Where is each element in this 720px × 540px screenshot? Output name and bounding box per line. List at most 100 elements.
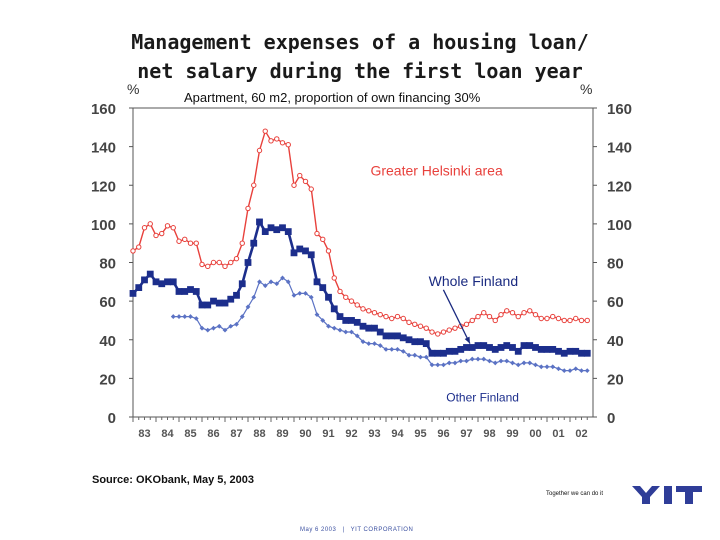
data-point-greater-helsinki-area: [377, 311, 383, 318]
data-point-greater-helsinki-area: [509, 310, 516, 316]
data-point-greater-helsinki-area: [463, 321, 470, 327]
data-point-greater-helsinki-area: [153, 232, 159, 239]
data-point-other-finland: [251, 294, 257, 300]
data-point-whole-finland: [210, 297, 217, 305]
data-point-whole-finland: [572, 347, 580, 355]
data-point-greater-helsinki-area: [297, 172, 303, 179]
chart-subtitle: Apartment, 60 m2, proportion of own fina…: [184, 90, 481, 105]
data-point-greater-helsinki-area: [486, 313, 493, 320]
data-point-greater-helsinki-area: [337, 288, 343, 295]
data-point-other-finland: [584, 368, 590, 374]
data-point-whole-finland: [146, 270, 154, 278]
data-point-greater-helsinki-area: [544, 315, 550, 322]
data-point-greater-helsinki-area: [406, 319, 412, 326]
data-point-other-finland: [228, 323, 234, 329]
data-point-other-finland: [303, 291, 308, 296]
data-point-whole-finland: [365, 324, 373, 332]
left-unit-label: %: [127, 81, 140, 97]
data-point-whole-finland: [566, 347, 574, 355]
data-point-greater-helsinki-area: [469, 317, 475, 324]
y-tick-label-right: 80: [607, 256, 624, 273]
annotation-box-greater-helsinki-area: [350, 158, 523, 181]
data-point-whole-finland: [382, 332, 390, 340]
data-point-whole-finland: [514, 347, 522, 355]
data-point-greater-helsinki-area: [423, 325, 429, 331]
data-point-other-finland: [498, 358, 504, 364]
annotation-arrowhead: [464, 336, 470, 344]
data-point-greater-helsinki-area: [394, 313, 401, 320]
data-point-other-finland: [429, 362, 435, 368]
data-point-whole-finland: [560, 349, 568, 357]
data-point-greater-helsinki-area: [314, 230, 320, 237]
data-point-whole-finland: [175, 288, 183, 295]
data-point-whole-finland: [342, 317, 350, 324]
data-point-greater-helsinki-area: [550, 313, 556, 320]
data-point-whole-finland: [376, 328, 384, 336]
y-tick-label-left: 120: [91, 178, 116, 195]
data-point-other-finland: [349, 329, 354, 335]
data-point-greater-helsinki-area: [446, 327, 452, 333]
data-point-whole-finland: [192, 288, 200, 295]
data-point-other-finland: [487, 358, 492, 364]
footer: May 6 2003 | YIT CORPORATION: [300, 527, 417, 533]
data-point-greater-helsinki-area: [176, 238, 182, 244]
x-tick-label: 90: [299, 428, 311, 440]
data-point-whole-finland: [555, 347, 562, 355]
data-point-other-finland: [510, 360, 515, 366]
data-point-whole-finland: [336, 313, 344, 320]
data-point-greater-helsinki-area: [527, 308, 533, 314]
data-point-greater-helsinki-area: [366, 308, 372, 314]
data-point-greater-helsinki-area: [291, 182, 297, 188]
data-point-whole-finland: [422, 340, 430, 348]
data-point-other-finland: [556, 366, 561, 372]
annotation-box-whole-finland: [418, 268, 529, 291]
data-point-other-finland: [492, 360, 498, 366]
data-point-greater-helsinki-area: [538, 315, 544, 322]
data-point-whole-finland: [181, 288, 189, 295]
data-point-other-finland: [280, 275, 285, 281]
data-point-greater-helsinki-area: [302, 178, 309, 185]
data-point-whole-finland: [445, 347, 453, 355]
data-point-greater-helsinki-area: [233, 255, 240, 262]
data-point-greater-helsinki-area: [532, 311, 539, 318]
data-point-greater-helsinki-area: [481, 310, 487, 316]
y-tick-label-right: 100: [607, 217, 632, 234]
data-point-other-finland: [205, 327, 211, 333]
data-point-other-finland: [326, 323, 331, 329]
data-point-other-finland: [521, 360, 527, 366]
annotation-whole-finland: Whole Finland: [429, 273, 519, 289]
data-point-other-finland: [331, 325, 337, 331]
data-point-other-finland: [475, 356, 481, 362]
data-point-whole-finland: [198, 301, 206, 309]
y-tick-label-left: 40: [99, 333, 116, 350]
x-tick-label: 86: [207, 428, 219, 440]
data-point-whole-finland: [417, 338, 424, 346]
tagline: Together we can do it: [546, 491, 604, 497]
data-point-greater-helsinki-area: [245, 205, 251, 212]
data-point-whole-finland: [578, 349, 585, 357]
data-point-whole-finland: [394, 332, 401, 340]
data-point-whole-finland: [313, 278, 321, 286]
data-point-greater-helsinki-area: [164, 223, 171, 229]
data-point-whole-finland: [261, 228, 269, 235]
data-point-greater-helsinki-area: [199, 261, 205, 268]
data-point-whole-finland: [227, 295, 235, 303]
title-line-2: net salary during the first loan year: [137, 59, 583, 83]
data-point-greater-helsinki-area: [268, 138, 274, 144]
data-point-greater-helsinki-area: [383, 313, 389, 320]
x-tick-label: 97: [460, 428, 472, 440]
data-point-whole-finland: [451, 347, 459, 355]
data-point-whole-finland: [135, 284, 143, 292]
data-point-greater-helsinki-area: [193, 240, 199, 246]
y-tick-label-right: 0: [607, 410, 615, 427]
data-point-whole-finland: [319, 284, 327, 292]
data-point-other-finland: [464, 358, 469, 364]
x-tick-label: 85: [184, 428, 196, 440]
x-tick-label: 91: [322, 428, 334, 440]
data-point-other-finland: [308, 294, 314, 300]
data-point-other-finland: [176, 314, 182, 319]
data-point-greater-helsinki-area: [417, 323, 424, 329]
data-point-greater-helsinki-area: [567, 317, 573, 324]
